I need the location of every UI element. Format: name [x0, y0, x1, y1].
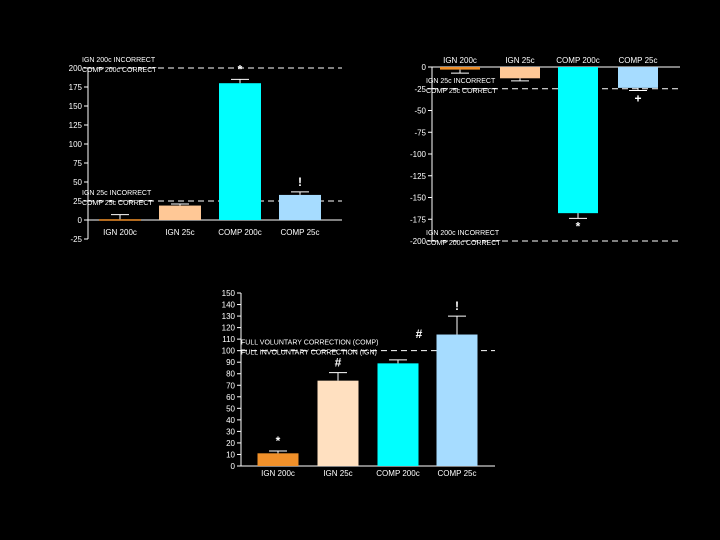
- significance-mark: +: [634, 91, 641, 105]
- bar: [279, 194, 321, 220]
- significance-mark: *: [276, 434, 281, 448]
- y-tick-label: 100: [69, 140, 83, 149]
- y-tick-label: 175: [69, 83, 83, 92]
- significance-mark: *: [238, 62, 243, 76]
- y-tick-label: -25: [70, 235, 82, 244]
- y-tick-label: 0: [78, 216, 83, 225]
- y-tick-label: 150: [222, 289, 236, 298]
- y-tick-label: 80: [226, 370, 235, 379]
- y-tick-label: 70: [226, 381, 235, 390]
- category-label: IGN 25c: [165, 228, 194, 237]
- y-tick-label: 110: [222, 335, 235, 344]
- y-tick-label: -200: [410, 237, 427, 246]
- bar: [440, 67, 480, 70]
- significance-mark: #: [416, 327, 423, 341]
- reference-line-label: IGN 200c INCORRECT: [426, 230, 500, 237]
- reference-line-label: COMP 200c CORRECT: [426, 240, 501, 247]
- y-tick-label: 50: [73, 178, 82, 187]
- category-label: COMP 200c: [218, 228, 261, 237]
- bar: [558, 67, 598, 214]
- y-tick-label: -175: [410, 215, 427, 224]
- category-label: IGN 25c: [323, 469, 352, 478]
- bar: [377, 363, 419, 466]
- chart-panel-bottom: 0 10 20 30 40 50 60 70 80 90 100 110 120 130 140 150 FUL…: [222, 289, 495, 478]
- category-label: IGN 25c: [505, 56, 534, 65]
- bar: [159, 205, 201, 220]
- reference-line-label: FULL INVOLUNTARY CORRECTION (IGN): [241, 350, 377, 357]
- y-tick-label: 90: [226, 358, 235, 367]
- reference-line-label: IGN 25c INCORRECT: [82, 190, 152, 197]
- reference-line-label: COMP 200c CORRECT: [82, 67, 157, 74]
- reference-line-label: IGN 25c INCORRECT: [426, 78, 496, 85]
- reference-line-label: COMP 25c CORRECT: [82, 200, 153, 207]
- category-label: IGN 200c: [261, 469, 295, 478]
- category-label: COMP 25c: [619, 56, 658, 65]
- y-tick-label: -75: [414, 128, 426, 137]
- bar: [436, 334, 478, 466]
- y-tick-label: -150: [410, 194, 427, 203]
- y-tick-label: 50: [226, 404, 235, 413]
- significance-mark: *: [576, 219, 581, 233]
- y-tick-label: 20: [226, 439, 235, 448]
- category-label: COMP 25c: [281, 228, 320, 237]
- reference-line-label: COMP 25c CORRECT: [426, 88, 497, 95]
- category-label: COMP 200c: [556, 56, 599, 65]
- significance-mark: !: [298, 175, 302, 189]
- significance-mark: #: [335, 356, 342, 370]
- significance-mark: !: [455, 299, 459, 313]
- y-tick-label: 0: [231, 462, 236, 471]
- y-tick-label: 200: [69, 64, 83, 73]
- y-tick-label: 125: [69, 121, 83, 130]
- bar: [317, 380, 359, 466]
- category-label: COMP 200c: [376, 469, 419, 478]
- y-tick-label: 30: [226, 427, 235, 436]
- reference-line-label: IGN 200c INCORRECT: [82, 57, 156, 64]
- y-tick-label: 75: [73, 159, 82, 168]
- y-tick-label: -125: [410, 172, 427, 181]
- category-label: IGN 200c: [103, 228, 137, 237]
- bar: [219, 83, 261, 220]
- y-tick-label: 100: [222, 347, 236, 356]
- category-label: COMP 25c: [438, 469, 477, 478]
- y-tick-label: -25: [414, 85, 426, 94]
- y-tick-label: -100: [410, 150, 427, 159]
- bar: [257, 453, 299, 466]
- bar: [618, 67, 658, 88]
- y-tick-label: 0: [422, 63, 427, 72]
- chart-panel-top-right: 0 -25 -50 -75 -100 -125 -150 -175 -200 IGN 25c IN…: [410, 56, 680, 247]
- y-tick-label: 10: [226, 450, 235, 459]
- y-tick-label: 130: [222, 312, 236, 321]
- y-tick-label: 25: [73, 197, 82, 206]
- y-tick-label: -50: [414, 107, 426, 116]
- y-tick-label: 140: [222, 301, 236, 310]
- y-tick-label: 60: [226, 393, 235, 402]
- y-tick-label: 150: [69, 102, 83, 111]
- bar: [99, 219, 141, 221]
- y-tick-label: 40: [226, 416, 235, 425]
- bar: [500, 67, 540, 79]
- category-label: IGN 200c: [443, 56, 477, 65]
- reference-line-label: FULL VOLUNTARY CORRECTION (COMP): [241, 340, 378, 347]
- y-tick-label: 120: [222, 324, 236, 333]
